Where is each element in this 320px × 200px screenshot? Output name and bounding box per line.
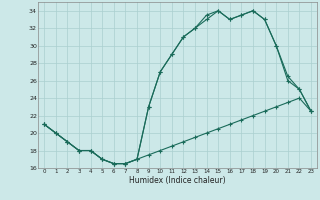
X-axis label: Humidex (Indice chaleur): Humidex (Indice chaleur) xyxy=(129,176,226,185)
